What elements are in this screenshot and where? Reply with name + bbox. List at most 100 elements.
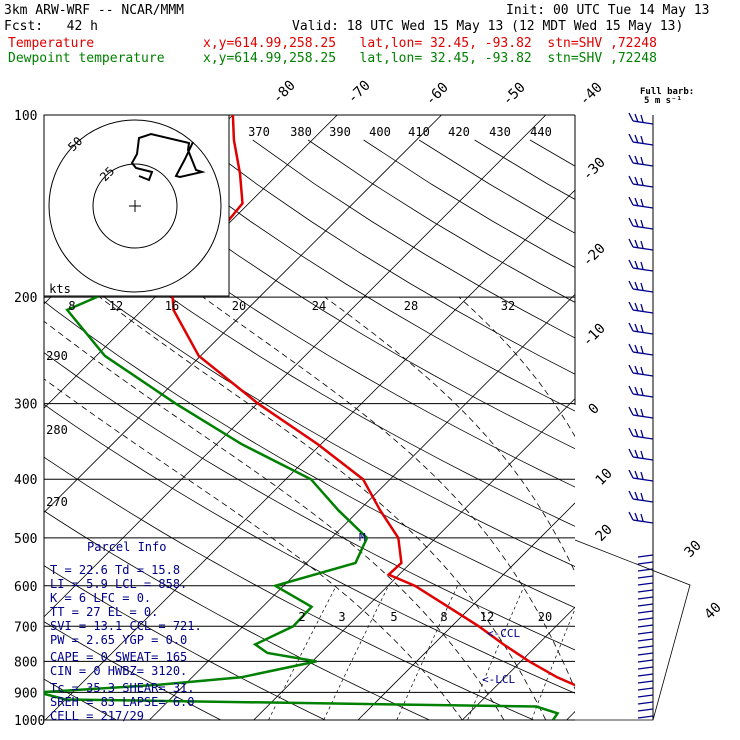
wind-barb-flag (640, 324, 644, 333)
isotherm-label: 10 (593, 466, 616, 489)
wind-barb (632, 288, 654, 293)
parcel-row-cell: CELL = 217/29 (50, 709, 144, 723)
parcel-info-panel: Parcel Info T = 22.6 Td = 15.8 LI = 5.9 … (50, 540, 202, 723)
wind-barb-flag (628, 133, 634, 143)
wind-barb-flag (628, 280, 634, 290)
wind-barb-low (637, 701, 654, 705)
upper-axis-label: kts (49, 282, 71, 296)
upper-axis-label: 8 (68, 299, 75, 313)
isotherm-label: -70 (345, 78, 374, 107)
ccl-marker: <-CCL (487, 627, 520, 640)
wind-barb-low (637, 638, 654, 642)
pressure-tick-label: 1000 (14, 714, 45, 729)
wind-barb-flag (628, 511, 634, 521)
wind-barb-flag (628, 154, 634, 164)
theta-e-label: 370 (248, 125, 270, 139)
dry-adiabat (85, 139, 575, 450)
dry-adiabat (44, 403, 575, 694)
isotherm-line (357, 502, 575, 720)
isotherm-label: -20 (580, 241, 609, 270)
isotherm-line (253, 398, 575, 720)
theta-e-label: 390 (329, 125, 351, 139)
barb-legend-units: 5 m s⁻¹ (644, 96, 682, 106)
wind-barb-flag (628, 196, 634, 206)
temperature-location: x,y=614.99,258.25 lat,lon= 32.45, -93.82… (203, 36, 657, 51)
moist-adiabat (202, 296, 575, 690)
parcel-row-cin: CIN = 0 HWBZ= 3120. (50, 664, 187, 678)
dry-adiabat (641, 140, 740, 733)
parcel-row-pw: PW = 2.65 YGP = 0.0 (50, 633, 187, 647)
theta-e-label: 420 (448, 125, 470, 139)
wind-barb-low (637, 603, 654, 607)
wind-barb-flag (634, 281, 639, 291)
wind-barb-low (637, 582, 654, 586)
parcel-row-cape: CAPE = 0 SWEAT= 165 (50, 650, 187, 664)
model-title: 3km ARW-WRF -- NCAR/MMM (4, 3, 185, 18)
lcl-marker: <-LCL (482, 673, 515, 686)
wind-barb-flag (640, 387, 644, 396)
wind-barb-flag (634, 239, 639, 249)
theta-e-label: 400 (369, 125, 391, 139)
isotherm-line (44, 189, 575, 720)
wind-barb-low (637, 610, 654, 614)
isotherm-line (44, 115, 442, 514)
parcel-row-li: LI = 5.9 LCL = 858. (50, 577, 187, 591)
wind-barb-flag (634, 428, 639, 438)
wind-barb (632, 498, 654, 503)
wind-barb-flag (628, 217, 634, 227)
wind-barb-flag (640, 513, 644, 522)
wind-barb-flag (640, 198, 644, 207)
wind-barb-flag (634, 113, 639, 123)
dry-adiabat (44, 456, 535, 720)
barb-panel-outline (574, 539, 691, 721)
dry-adiabat (44, 621, 222, 720)
wind-barb-flag (640, 156, 644, 165)
wind-barb-flag (634, 512, 639, 522)
dry-adiabat (363, 139, 575, 268)
upper-axis-label: 32 (501, 299, 515, 313)
wind-barb (632, 225, 654, 230)
wind-barb-flag (634, 218, 639, 228)
upper-axis-label: 20 (232, 299, 246, 313)
isotherm-label: 0 (586, 401, 603, 418)
mixing-ratio-label: 5 (390, 610, 397, 624)
dry-adiabat (474, 139, 575, 200)
hodograph-ring-inner (92, 163, 178, 249)
wind-barb-flag (634, 386, 639, 396)
wind-barb-flag (640, 345, 644, 354)
theta-label: 270 (46, 495, 68, 509)
wind-barb-flag (628, 469, 634, 479)
wind-barb-low (637, 673, 654, 677)
theta-label: 280 (46, 423, 68, 437)
wind-barb-flag (640, 177, 644, 186)
wind-barb (632, 267, 654, 272)
wind-barb-flag (634, 407, 639, 417)
wind-barb-flag (640, 282, 644, 291)
wind-barb-flag (640, 114, 644, 123)
wind-barb-flag (628, 259, 634, 269)
wind-barb (632, 162, 654, 167)
m-marker: M (359, 531, 366, 544)
wind-barb-flag (634, 365, 639, 375)
wind-barb-flag (640, 303, 644, 312)
theta-e-label: 430 (489, 125, 511, 139)
wind-barb (632, 330, 654, 335)
wind-barb-low (637, 708, 654, 712)
parcel-row-t: T = 22.6 Td = 15.8 (50, 563, 180, 577)
wind-barb (632, 414, 654, 419)
wind-barb (632, 183, 654, 188)
moist-adiabat (585, 297, 712, 720)
wind-barb (632, 141, 654, 146)
dry-adiabat (418, 139, 575, 234)
dewpoint-legend-label: Dewpoint temperature (8, 51, 165, 66)
isotherm-label: -60 (423, 80, 452, 109)
wind-barb (632, 372, 654, 377)
isotherm-label: 20 (593, 522, 616, 545)
wind-barb (632, 120, 654, 125)
pressure-tick-label: 400 (14, 473, 37, 488)
wind-barb-flag (628, 322, 634, 332)
isotherm-line (462, 606, 575, 720)
wind-barb-low (637, 687, 654, 691)
wind-barb-flag (640, 261, 644, 270)
